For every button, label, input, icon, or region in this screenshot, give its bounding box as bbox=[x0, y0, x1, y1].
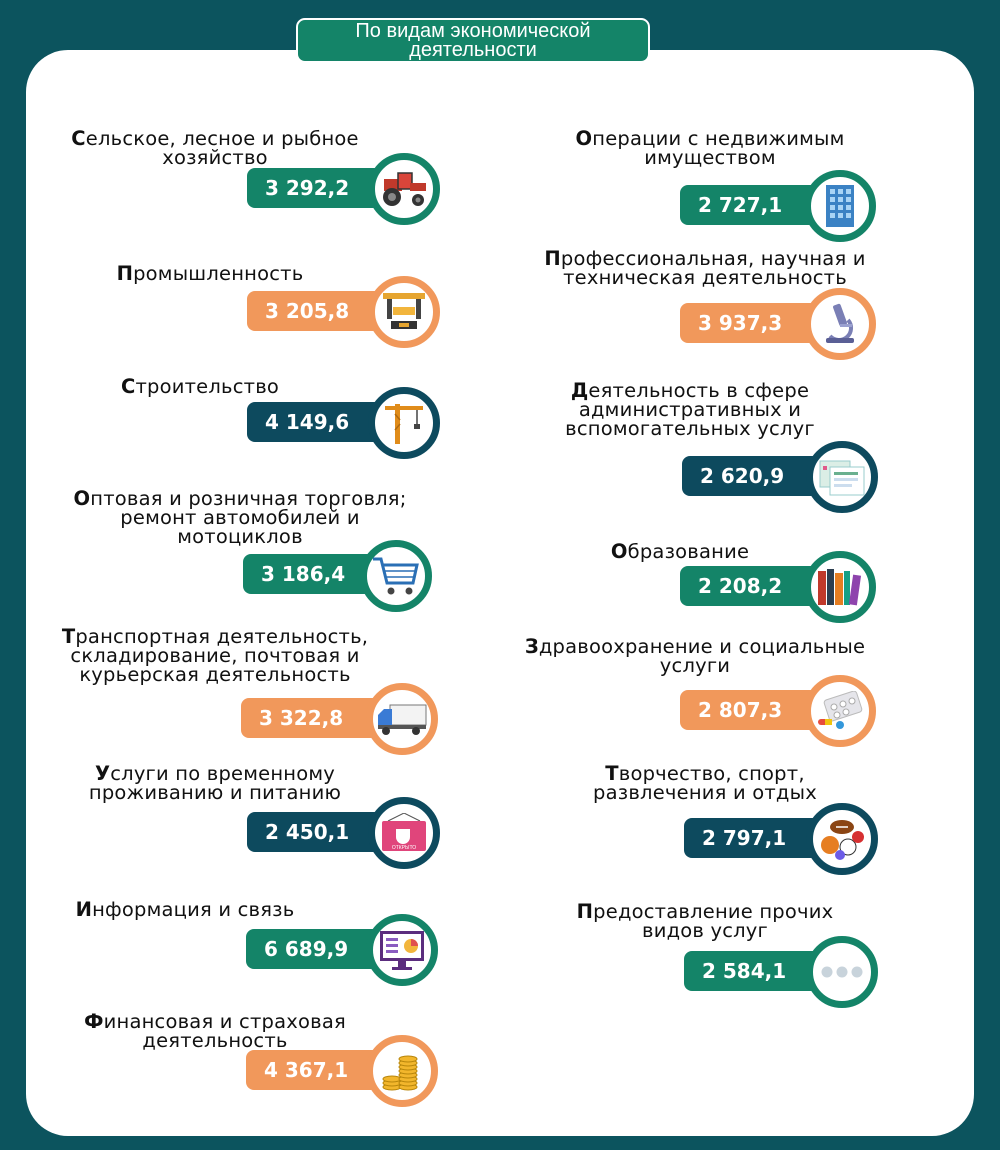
header-line-2: деятельности bbox=[409, 39, 537, 61]
item-label-agriculture: Сельское, лесное и рыбное хозяйство bbox=[71, 127, 359, 169]
truck-icon bbox=[366, 683, 438, 755]
documents-icon bbox=[806, 441, 878, 513]
item-label-industry: Промышленность bbox=[116, 262, 304, 285]
tractor-icon bbox=[368, 153, 440, 225]
item-label-education: Образование bbox=[610, 540, 750, 563]
sports-balls-icon bbox=[806, 803, 878, 875]
item-label-real-estate: Операции с недвижимым имуществом bbox=[575, 127, 845, 169]
shopping-cart-icon bbox=[360, 540, 432, 612]
pills-icon bbox=[804, 675, 876, 747]
item-label-trade: Оптовая и розничная торговля; ремонт авто… bbox=[73, 487, 407, 548]
more-dots-icon bbox=[806, 936, 878, 1008]
item-label-information: Информация и связь bbox=[75, 898, 295, 921]
item-label-finance: Финансовая и страховая деятельность bbox=[84, 1010, 346, 1052]
cafe-sign-icon: ОТКРЫТО bbox=[368, 797, 440, 869]
value-pill-agriculture: 3 292,2 bbox=[247, 168, 397, 208]
value-pill-professional: 3 937,3 bbox=[680, 303, 830, 343]
item-label-construction: Строительство bbox=[120, 375, 280, 398]
monitor-chart-icon bbox=[366, 914, 438, 986]
item-label-health: Здравоохранение и социальные услуги bbox=[524, 635, 866, 677]
value-pill-real-estate: 2 727,1 bbox=[680, 185, 830, 225]
coins-icon bbox=[366, 1035, 438, 1107]
value-pill-education: 2 208,2 bbox=[680, 566, 830, 606]
sign-text: ОТКРЫТО bbox=[392, 845, 416, 851]
item-label-arts: Творчество, спорт, развлечения и отдых bbox=[593, 762, 817, 804]
microscope-icon bbox=[804, 288, 876, 360]
building-icon bbox=[804, 170, 876, 242]
item-label-accommodation: Услуги по временному проживанию и питанию bbox=[88, 762, 342, 804]
crane-icon bbox=[368, 387, 440, 459]
item-label-administrative: Деятельность в сфере административных и вс… bbox=[565, 379, 815, 440]
item-label-transport: Транспортная деятельность, складирование,… bbox=[61, 625, 369, 686]
books-icon bbox=[804, 551, 876, 623]
robot-arm-icon bbox=[368, 276, 440, 348]
header-line-1: По видам экономической bbox=[355, 20, 591, 42]
value-pill-health: 2 807,3 bbox=[680, 690, 830, 730]
item-label-other: Предоставление прочих видов услуг bbox=[576, 900, 834, 942]
section-header: По видам экономической деятельности bbox=[296, 18, 650, 63]
item-label-professional: Профессиональная, научная и техническая д… bbox=[544, 247, 866, 289]
value-pill-transport: 3 322,8 bbox=[241, 698, 391, 738]
